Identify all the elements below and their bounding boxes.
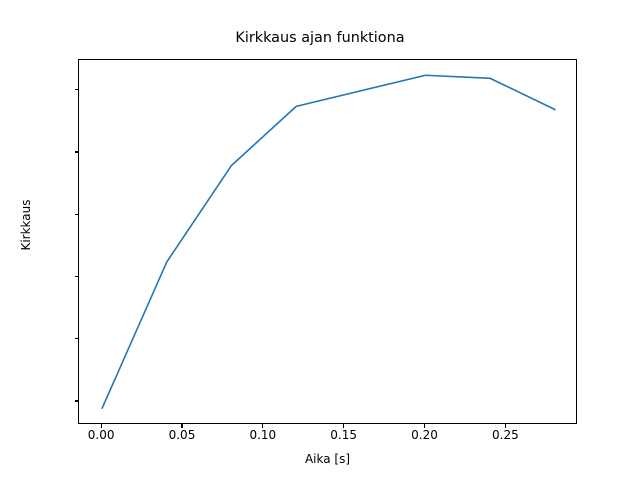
x-tick-mark [100, 424, 102, 428]
y-tick-mark [74, 338, 78, 340]
plot-area [78, 59, 577, 424]
y-tick-mark [74, 151, 78, 153]
x-tick-label: 0.25 [492, 428, 519, 442]
x-axis-label: Aika [s] [304, 452, 351, 466]
x-tick-label: 0.05 [168, 428, 196, 442]
chart-title: Kirkkaus ajan funktiona [235, 30, 405, 46]
y-tick-mark [74, 213, 78, 215]
x-tick-mark [504, 424, 506, 428]
x-tick-mark [262, 424, 264, 428]
x-tick-mark [181, 424, 183, 428]
x-tick-label: 0.20 [411, 428, 438, 442]
y-tick-mark [74, 400, 78, 402]
y-tick-mark [74, 275, 78, 278]
data-line-series [101, 74, 556, 410]
x-tick-mark [423, 424, 426, 428]
x-tick-mark [343, 424, 345, 428]
y-tick-mark [74, 89, 78, 91]
x-tick-label: 0.10 [249, 428, 277, 442]
x-tick-label: 0.15 [330, 428, 358, 442]
series-line-kirkkaus [101, 74, 556, 410]
y-axis-label: Kirkkaus [19, 199, 33, 251]
x-tick-label: 0.00 [87, 428, 115, 442]
